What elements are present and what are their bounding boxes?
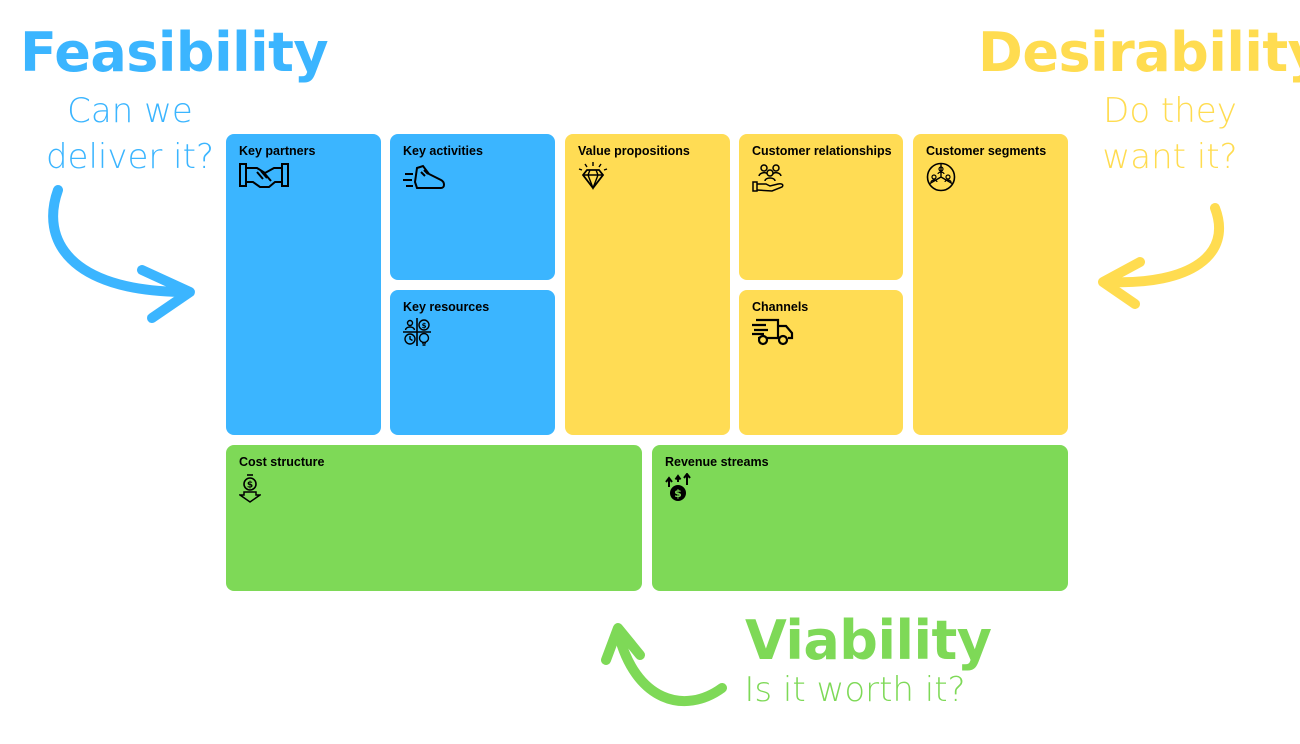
- revenue-streams-label: Revenue streams: [665, 455, 769, 469]
- key-partners-block[interactable]: Key partners: [226, 134, 381, 435]
- desirability-arrow-icon: [1098, 203, 1225, 309]
- running-shoe-icon: [403, 162, 447, 192]
- hand-group-icon: [752, 162, 788, 192]
- channels-label: Channels: [752, 300, 809, 314]
- diamond-icon: [578, 162, 608, 190]
- customer-segments-label: Customer segments: [926, 144, 1047, 158]
- cost-structure-block[interactable]: Cost structure $: [226, 445, 642, 591]
- delivery-truck-icon: [752, 318, 794, 346]
- key-resources-label: Key resources: [403, 300, 490, 314]
- customer-relationships-block[interactable]: Customer relationships: [739, 134, 903, 280]
- viability-arrow-icon: [601, 623, 727, 706]
- viability-heading: Viability: [745, 609, 992, 672]
- svg-text:$: $: [674, 487, 682, 500]
- key-activities-block[interactable]: Key activities: [390, 134, 555, 280]
- key-partners-label: Key partners: [239, 144, 316, 158]
- feasibility-heading: Feasibility: [20, 21, 329, 84]
- svg-text:$: $: [247, 481, 253, 491]
- resources-grid-icon: $: [403, 318, 431, 346]
- cost-structure-label: Cost structure: [239, 455, 325, 469]
- customer-segments-block[interactable]: Customer segments: [913, 134, 1068, 435]
- money-up-icon: $: [665, 473, 691, 503]
- value-propositions-block[interactable]: Value propositions: [565, 134, 730, 435]
- value-propositions-label: Value propositions: [578, 144, 690, 158]
- viability-question: Is it worth it?: [744, 670, 966, 710]
- svg-text:$: $: [422, 322, 427, 330]
- key-activities-label: Key activities: [403, 144, 483, 158]
- customer-relationships-label: Customer relationships: [752, 144, 892, 158]
- feasibility-question: Can we deliver it?: [45, 91, 215, 177]
- channels-block[interactable]: Channels: [739, 290, 903, 435]
- money-down-icon: $: [239, 473, 261, 503]
- revenue-streams-block[interactable]: Revenue streams $: [652, 445, 1068, 591]
- key-resources-block[interactable]: Key resources $: [390, 290, 555, 435]
- feasibility-arrow-icon: [48, 185, 195, 323]
- desirability-heading: Desirability: [978, 21, 1300, 84]
- handshake-icon: [239, 162, 289, 190]
- segments-circle-icon: [926, 162, 956, 192]
- desirability-question: Do they want it?: [1102, 91, 1238, 177]
